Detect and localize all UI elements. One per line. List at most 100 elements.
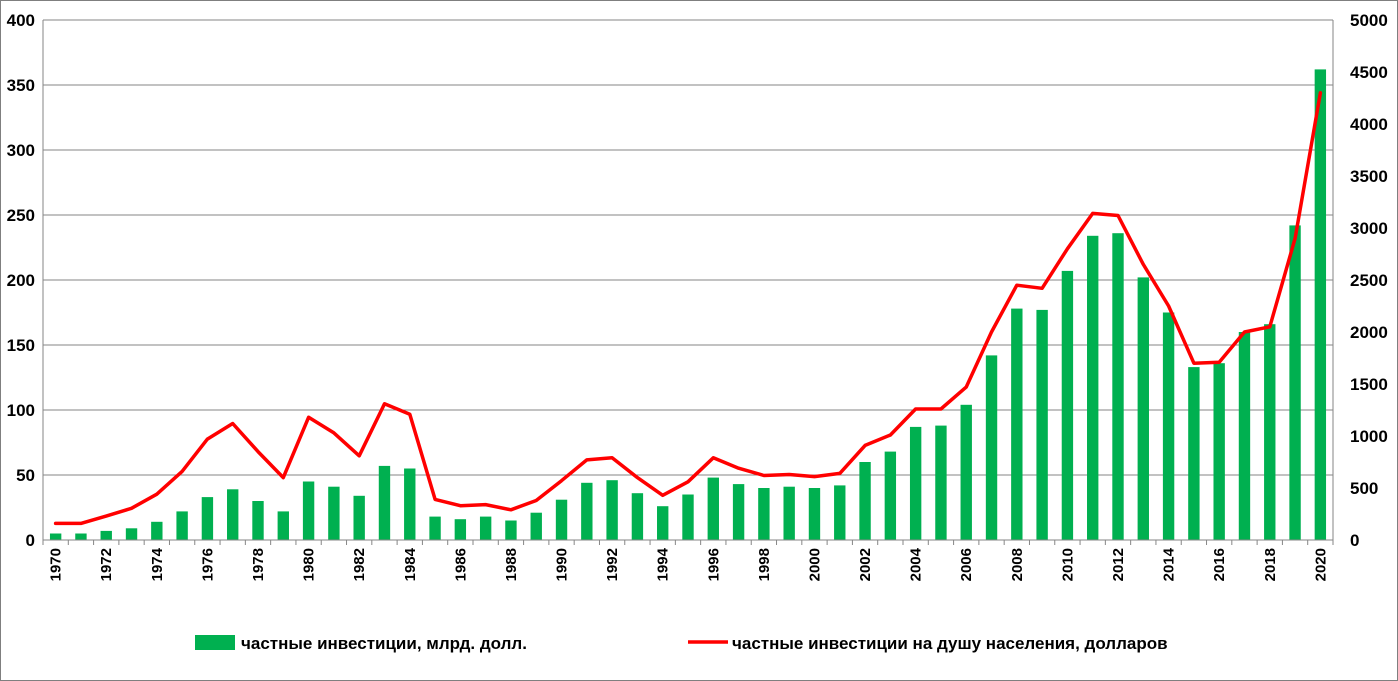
y-right-tick-label: 2000 [1350, 323, 1388, 342]
x-tick-label: 2012 [1110, 548, 1127, 581]
x-tick-label: 1980 [301, 548, 318, 581]
y-right-tick-label: 2500 [1350, 271, 1388, 290]
axes: 0501001502002503003504000500100015002000… [7, 11, 1388, 581]
y-left-tick-label: 250 [7, 206, 35, 225]
bar-1971 [75, 533, 87, 540]
x-tick-label: 1998 [756, 548, 773, 581]
x-tick-label: 1992 [604, 548, 621, 581]
y-left-tick-label: 0 [26, 531, 35, 550]
x-tick-label: 1970 [48, 548, 65, 581]
bar-2013 [1137, 277, 1149, 540]
y-left-tick-label: 400 [7, 11, 35, 30]
x-tick-label: 1984 [402, 547, 419, 581]
bar-1989 [530, 512, 542, 540]
legend: частные инвестиции, млрд. долл. частные … [195, 634, 1168, 653]
y-left-tick-label: 300 [7, 141, 35, 160]
x-tick-label: 1988 [503, 548, 520, 581]
bar-2014 [1162, 312, 1175, 540]
y-left-tick-label: 100 [7, 401, 35, 420]
legend-line-label: частные инвестиции на душу населения, до… [732, 634, 1168, 653]
bar-1991 [581, 482, 593, 540]
bar-2004 [909, 426, 922, 540]
bar-1988 [505, 520, 517, 540]
y-right-tick-label: 0 [1350, 531, 1359, 550]
bar-1992 [606, 480, 618, 540]
x-tick-label: 1982 [351, 548, 368, 581]
bar-2020 [1314, 69, 1327, 541]
x-tick-label: 2004 [908, 547, 925, 581]
bar-1993 [631, 493, 644, 540]
x-tick-label: 1996 [705, 548, 722, 581]
bar-2011 [1087, 235, 1099, 541]
bar-2008 [1011, 308, 1023, 540]
x-tick-label: 2018 [1262, 548, 1279, 581]
y-left-tick-label: 50 [16, 466, 35, 485]
bar-2003 [884, 451, 897, 540]
x-tick-label: 1978 [250, 548, 267, 581]
bar-1979 [277, 511, 289, 540]
y-left-tick-label: 350 [7, 76, 35, 95]
bar-1977 [227, 489, 239, 540]
bar-2010 [1061, 270, 1074, 540]
line-series [53, 91, 1323, 526]
x-tick-label: 1972 [98, 548, 115, 581]
x-tick-label: 2002 [857, 548, 874, 581]
legend-bar-swatch [195, 635, 235, 650]
bar-1982 [353, 495, 365, 540]
bar-1994 [657, 506, 669, 540]
y-right-tick-label: 4500 [1350, 63, 1388, 82]
line-per-capita [53, 91, 1323, 526]
bar-1984 [404, 468, 416, 540]
x-tick-label: 2010 [1059, 548, 1076, 581]
bar-1987 [479, 516, 492, 540]
bar-1976 [201, 497, 214, 540]
bar-2005 [935, 425, 947, 540]
bar-1995 [682, 494, 694, 540]
x-tick-label: 1990 [554, 548, 571, 581]
bar-1996 [707, 477, 719, 540]
bar-1985 [429, 516, 441, 540]
bar-2018 [1264, 324, 1276, 540]
bar-2000 [808, 488, 821, 540]
bar-series [49, 69, 1327, 541]
legend-bar-label: частные инвестиции, млрд. долл. [241, 634, 527, 653]
y-right-tick-label: 3500 [1350, 167, 1388, 186]
x-tick-label: 1986 [452, 548, 469, 581]
x-tick-label: 2008 [1009, 548, 1026, 581]
bar-2009 [1036, 309, 1048, 540]
y-right-tick-label: 500 [1350, 479, 1378, 498]
bar-2019 [1289, 225, 1301, 540]
bar-2006 [960, 404, 972, 540]
y-right-tick-label: 1500 [1350, 375, 1388, 394]
x-tick-label: 2006 [958, 548, 975, 581]
bar-1983 [378, 465, 391, 540]
x-tick-label: 1994 [655, 547, 672, 581]
bar-1980 [302, 481, 315, 540]
y-left-tick-label: 150 [7, 336, 35, 355]
bar-2017 [1238, 332, 1251, 540]
y-right-tick-label: 5000 [1350, 11, 1388, 30]
bar-1998 [758, 488, 770, 540]
bar-1972 [100, 530, 112, 540]
bar-1990 [555, 499, 568, 540]
y-right-tick-label: 3000 [1350, 219, 1388, 238]
bar-1970 [49, 533, 62, 540]
bar-2016 [1213, 363, 1225, 540]
bar-1973 [125, 528, 138, 540]
y-right-tick-label: 4000 [1350, 115, 1388, 134]
bar-2007 [985, 355, 998, 540]
bar-1974 [151, 521, 163, 540]
bar-1999 [783, 486, 795, 540]
x-tick-label: 1974 [149, 547, 166, 581]
x-tick-label: 1976 [199, 548, 216, 581]
bar-1978 [252, 501, 264, 540]
bar-1986 [454, 519, 467, 540]
y-left-tick-label: 200 [7, 271, 35, 290]
x-tick-label: 2020 [1312, 548, 1329, 581]
y-right-tick-label: 1000 [1350, 427, 1388, 446]
bar-2012 [1112, 233, 1124, 540]
bar-1975 [176, 511, 188, 540]
x-tick-label: 2016 [1211, 548, 1228, 581]
x-tick-label: 2014 [1161, 547, 1178, 581]
